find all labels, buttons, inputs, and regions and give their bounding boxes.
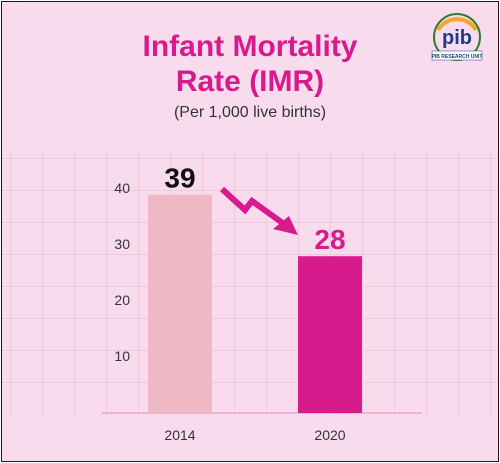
y-tick-label: 20 [114,292,130,308]
x-tick-label-2014: 2014 [164,427,195,443]
y-tick-label: 40 [114,180,130,196]
logo-caption: PIB RESEARCH UNIT [432,54,483,60]
pib-logo-icon: pib PIB RESEARCH UNIT [428,12,486,64]
background-grid [2,152,498,414]
chart-title-line-2: Rate (IMR) [175,65,325,98]
value-label-2020: 28 [314,224,345,255]
y-tick-label: 10 [114,348,130,364]
bar-2014 [148,194,212,413]
x-tick-label-2020: 2020 [314,427,345,443]
logo-text: pib [442,27,472,49]
trend-arrow-shaft [219,186,286,227]
y-tick-label: 30 [114,236,130,252]
trend-arrow-head [273,216,298,235]
chart-title-line-1: Infant Mortality [142,30,358,63]
value-label-2014: 39 [164,163,195,194]
bar-2020 [298,256,362,413]
chart-subtitle: (Per 1,000 live births) [173,104,327,121]
